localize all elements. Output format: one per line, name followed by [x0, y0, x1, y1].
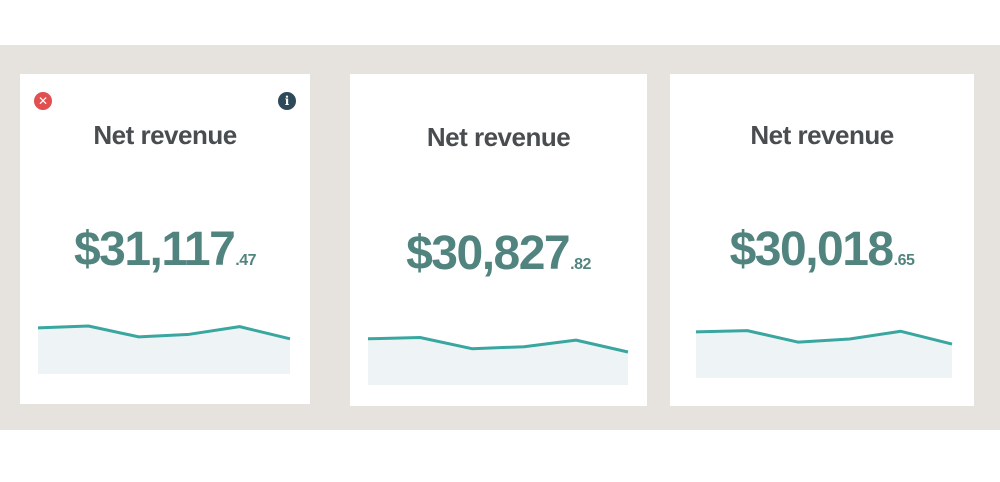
revenue-amount: $31,117.47	[20, 222, 310, 277]
sparkline-area	[368, 337, 628, 385]
revenue-amount-cents: .82	[570, 256, 591, 273]
revenue-sparkline	[37, 324, 291, 374]
close-icon[interactable]: ✕	[34, 92, 52, 110]
sparkline-line	[695, 329, 953, 346]
revenue-amount-cents: .65	[893, 252, 915, 269]
info-icon[interactable]: i	[278, 92, 296, 110]
revenue-card-3[interactable]: Net revenue $30,018.65	[670, 74, 974, 406]
revenue-sparkline	[367, 335, 629, 385]
revenue-card-2[interactable]: Net revenue $30,827.82	[350, 74, 647, 406]
sparkline-area	[696, 330, 952, 378]
revenue-amount: $30,827.82	[350, 226, 647, 281]
revenue-amount-cents: .47	[235, 252, 257, 269]
card-title: Net revenue	[426, 122, 571, 152]
card-title: Net revenue	[93, 120, 237, 150]
sparkline-line	[37, 324, 291, 341]
revenue-amount-main: $31,117	[73, 223, 236, 276]
revenue-amount-main: $30,018	[729, 223, 895, 276]
revenue-amount: $30,018.65	[670, 222, 974, 277]
revenue-card-1[interactable]: Net revenue $31,117.47	[20, 74, 310, 404]
revenue-sparkline	[695, 329, 953, 378]
sparkline-area	[38, 326, 290, 374]
sparkline-line	[367, 335, 629, 354]
card-title: Net revenue	[750, 120, 894, 150]
revenue-amount-main: $30,827	[406, 227, 571, 280]
